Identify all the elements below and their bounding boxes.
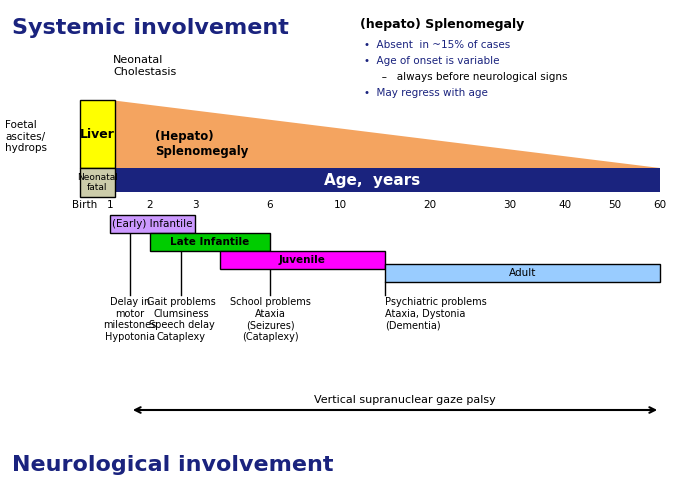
Text: Adult: Adult: [509, 268, 536, 278]
Text: Liver: Liver: [80, 127, 115, 140]
Text: Systemic involvement: Systemic involvement: [12, 18, 289, 38]
Bar: [220, 251, 385, 269]
Text: 1: 1: [107, 200, 113, 210]
Text: 6: 6: [266, 200, 273, 210]
Text: (hepato) Splenomegaly: (hepato) Splenomegaly: [360, 18, 524, 31]
Polygon shape: [110, 100, 660, 168]
Text: 50: 50: [608, 200, 621, 210]
Bar: [80, 168, 115, 197]
Text: 3: 3: [192, 200, 199, 210]
Text: 20: 20: [423, 200, 436, 210]
Text: Neurological involvement: Neurological involvement: [12, 455, 334, 475]
Text: –   always before neurological signs: – always before neurological signs: [372, 72, 567, 82]
Text: Neonatal
Cholestasis: Neonatal Cholestasis: [113, 55, 176, 77]
Text: Psychiatric problems
Ataxia, Dystonia
(Dementia): Psychiatric problems Ataxia, Dystonia (D…: [385, 297, 487, 330]
Text: •  May regress with age: • May regress with age: [364, 88, 488, 98]
Text: •  Age of onset is variable: • Age of onset is variable: [364, 56, 499, 66]
Text: 2: 2: [147, 200, 153, 210]
Text: 40: 40: [558, 200, 571, 210]
Text: Neonatal
fatal: Neonatal fatal: [77, 173, 118, 192]
Text: Age,  years: Age, years: [325, 172, 421, 187]
Bar: [80, 168, 660, 192]
Text: Vertical supranuclear gaze palsy: Vertical supranuclear gaze palsy: [314, 395, 496, 405]
Text: 10: 10: [334, 200, 347, 210]
Bar: [385, 264, 660, 282]
Text: 60: 60: [653, 200, 667, 210]
Text: 30: 30: [503, 200, 516, 210]
Text: Birth: Birth: [73, 200, 98, 210]
Bar: [80, 100, 115, 168]
Text: Gait problems
Clumsiness
Speech delay
Cataplexy: Gait problems Clumsiness Speech delay Ca…: [147, 297, 216, 342]
Text: •  Absent  in ~15% of cases: • Absent in ~15% of cases: [364, 40, 510, 50]
Bar: [150, 233, 270, 251]
Text: School problems
Ataxia
(Seizures)
(Cataplexy): School problems Ataxia (Seizures) (Catap…: [229, 297, 310, 342]
Text: (Early) Infantile: (Early) Infantile: [112, 219, 192, 229]
Bar: [110, 215, 195, 233]
Text: Delay in
motor
milestones
Hypotonia: Delay in motor milestones Hypotonia: [103, 297, 157, 342]
Text: Late Infantile: Late Infantile: [171, 237, 249, 247]
Text: (Hepato)
Splenomegaly: (Hepato) Splenomegaly: [155, 130, 249, 158]
Text: Foetal
ascites/
hydrops: Foetal ascites/ hydrops: [5, 120, 47, 153]
Text: Juvenile: Juvenile: [279, 255, 326, 265]
